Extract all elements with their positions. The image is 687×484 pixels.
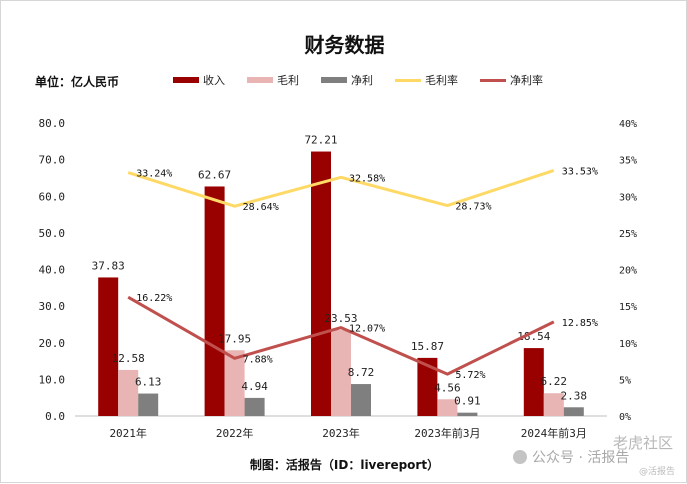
legend-item-net-margin: 净利率 bbox=[480, 72, 543, 88]
line-data-label: 28.73% bbox=[455, 202, 491, 213]
y-right-tick-label: 10% bbox=[619, 339, 637, 350]
y-right-tick-label: 25% bbox=[619, 229, 637, 240]
legend-swatch-revenue bbox=[173, 77, 199, 83]
bar bbox=[437, 399, 458, 416]
bar-data-label: 15.87 bbox=[411, 340, 444, 353]
bar-data-label: 0.91 bbox=[454, 395, 481, 408]
line-data-label: 33.24% bbox=[136, 169, 172, 180]
line-data-label: 16.22% bbox=[136, 293, 172, 304]
bar-data-label: 17.95 bbox=[218, 332, 251, 345]
line-data-label: 33.53% bbox=[562, 166, 598, 177]
legend-swatch-gross-profit bbox=[247, 77, 273, 83]
bar-data-label: 6.22 bbox=[541, 375, 568, 388]
bar bbox=[351, 384, 371, 416]
bar bbox=[563, 407, 584, 416]
bar bbox=[204, 186, 225, 416]
bar-data-label: 4.94 bbox=[241, 380, 268, 393]
x-tick-label: 2023年 bbox=[322, 426, 360, 440]
x-tick-label: 2021年 bbox=[109, 426, 147, 440]
x-tick-label: 2023年前3月 bbox=[414, 426, 480, 440]
watermark-handle: @活报告 bbox=[639, 467, 676, 477]
unit-label: 单位：亿人民币 bbox=[35, 75, 120, 89]
watermark-community: 老虎社区 bbox=[613, 434, 674, 452]
bar-data-label: 62.67 bbox=[198, 168, 231, 181]
legend-label-gross-profit: 毛利 bbox=[277, 74, 299, 87]
bar-data-label: 4.56 bbox=[434, 381, 461, 394]
y-left-tick-label: 0.0 bbox=[45, 410, 65, 423]
legend-swatch-net-margin bbox=[480, 78, 506, 82]
bar-data-label: 18.54 bbox=[517, 330, 550, 343]
legend-label-net-margin: 净利率 bbox=[510, 74, 543, 87]
bar bbox=[331, 329, 351, 416]
bar bbox=[543, 393, 564, 416]
legend-swatch-gross-margin bbox=[395, 78, 421, 82]
y-left-tick-label: 10.0 bbox=[39, 373, 66, 386]
bar-data-label: 6.13 bbox=[135, 376, 162, 389]
y-right-tick-label: 15% bbox=[619, 302, 637, 313]
y-left-tick-label: 40.0 bbox=[39, 264, 66, 277]
legend-label-revenue: 收入 bbox=[203, 74, 225, 87]
line-data-label: 5.72% bbox=[455, 370, 485, 381]
y-right-tick-label: 30% bbox=[619, 192, 637, 203]
y-right-tick-label: 0% bbox=[619, 412, 631, 423]
bar-data-label: 8.72 bbox=[348, 366, 375, 379]
bar bbox=[523, 348, 544, 416]
bar bbox=[224, 350, 245, 416]
wechat-icon bbox=[513, 450, 527, 464]
y-right-tick-label: 20% bbox=[619, 266, 637, 277]
bar bbox=[417, 357, 438, 416]
bar bbox=[118, 369, 139, 416]
line-data-label: 12.85% bbox=[562, 318, 598, 329]
chart-title: 财务数据 bbox=[304, 33, 385, 57]
line-data-label: 7.88% bbox=[243, 354, 273, 365]
y-left-tick-label: 50.0 bbox=[39, 227, 66, 240]
bar-data-label: 37.83 bbox=[92, 259, 125, 272]
legend-swatch-net-profit bbox=[321, 77, 347, 83]
y-left-tick-label: 30.0 bbox=[39, 300, 66, 313]
legend-label-gross-margin: 毛利率 bbox=[425, 74, 458, 87]
legend-item-gross-profit: 毛利 bbox=[247, 72, 299, 88]
bar-data-label: 2.38 bbox=[561, 389, 588, 402]
legend-label-net-profit: 净利 bbox=[351, 74, 373, 87]
bar-data-label: 72.21 bbox=[304, 134, 337, 147]
y-left-tick-label: 60.0 bbox=[39, 190, 66, 203]
bar bbox=[244, 397, 265, 416]
y-left-tick-label: 80.0 bbox=[39, 117, 66, 130]
watermark-account: 公众号 · 活报告 bbox=[513, 447, 629, 467]
y-left-tick-label: 20.0 bbox=[39, 337, 66, 350]
x-tick-label: 2024年前3月 bbox=[521, 426, 587, 440]
bar-data-label: 23.53 bbox=[324, 312, 357, 325]
footer-credit: 制图：活报告（ID：livereport） bbox=[249, 458, 440, 472]
bar bbox=[98, 277, 119, 416]
line-data-label: 12.07% bbox=[349, 324, 385, 335]
watermark-account-text: 公众号 · 活报告 bbox=[532, 450, 630, 466]
legend-item-gross-margin: 毛利率 bbox=[395, 72, 458, 88]
y-right-tick-label: 35% bbox=[619, 156, 637, 167]
series-line bbox=[127, 168, 555, 208]
line-data-label: 32.58% bbox=[349, 173, 385, 184]
legend: 收入 毛利 净利 毛利率 净利率 bbox=[173, 72, 565, 88]
line-data-label: 28.64% bbox=[243, 202, 279, 213]
x-tick-label: 2022年 bbox=[216, 426, 254, 440]
legend-item-net-profit: 净利 bbox=[321, 72, 373, 88]
bar bbox=[311, 151, 331, 416]
y-right-tick-label: 40% bbox=[619, 119, 637, 130]
series-line bbox=[127, 295, 555, 376]
bar bbox=[457, 412, 478, 416]
bar bbox=[138, 393, 159, 416]
legend-item-revenue: 收入 bbox=[173, 72, 225, 88]
y-left-tick-label: 70.0 bbox=[39, 154, 66, 167]
bar-data-label: 12.58 bbox=[112, 352, 145, 365]
y-right-tick-label: 5% bbox=[619, 375, 631, 386]
